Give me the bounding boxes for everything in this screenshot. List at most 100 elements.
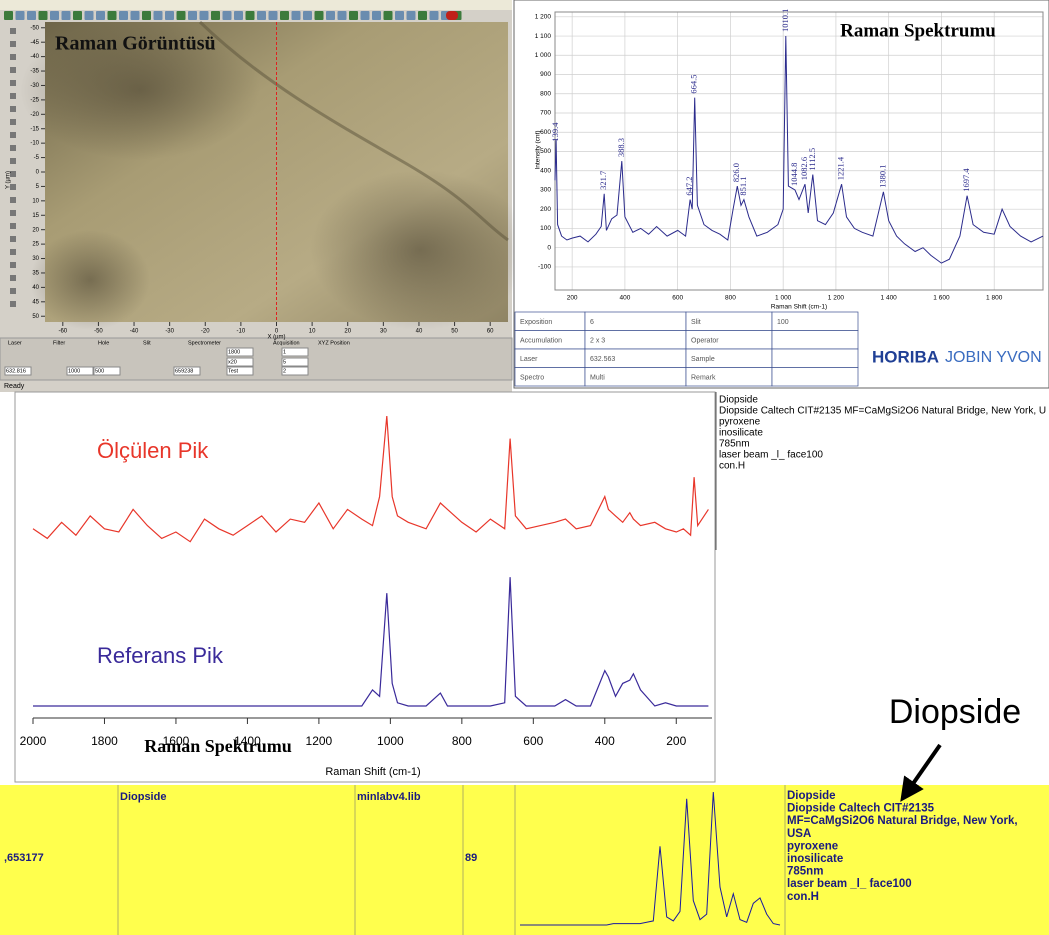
y-tick-label: -10 bbox=[30, 141, 39, 147]
toolbar-button[interactable] bbox=[39, 11, 48, 20]
table-text: Slit bbox=[691, 319, 701, 326]
toolbar-button[interactable] bbox=[27, 11, 36, 20]
toolbar-button[interactable] bbox=[407, 11, 416, 20]
toolbar-button[interactable] bbox=[85, 11, 94, 20]
toolbar-button[interactable] bbox=[395, 11, 404, 20]
y-tick-label: -15 bbox=[30, 126, 39, 132]
toolbar-button[interactable] bbox=[62, 11, 71, 20]
x-tick-label: 1800 bbox=[91, 734, 118, 748]
library-line: laser beam _l_ face100 bbox=[719, 450, 823, 461]
side-tool[interactable] bbox=[10, 275, 16, 281]
library-line: inosilicate bbox=[719, 428, 763, 439]
toolbar-button[interactable] bbox=[154, 11, 163, 20]
toolbar-button[interactable] bbox=[315, 11, 324, 20]
toolbar-button[interactable] bbox=[292, 11, 301, 20]
control-value: x20 bbox=[228, 359, 237, 365]
x-tick-label: 800 bbox=[452, 734, 472, 748]
toolbar-button[interactable] bbox=[73, 11, 82, 20]
control-value: Test bbox=[228, 368, 239, 374]
y-tick-label: 50 bbox=[32, 314, 39, 320]
x-tick-label: 400 bbox=[619, 295, 630, 302]
x-tick-label: 800 bbox=[725, 295, 736, 302]
toolbar-button[interactable] bbox=[16, 11, 25, 20]
side-tool[interactable] bbox=[10, 119, 16, 125]
toolbar-button[interactable] bbox=[165, 11, 174, 20]
toolbar-button[interactable] bbox=[418, 11, 427, 20]
result-cell[interactable]: minlabv4.lib bbox=[357, 791, 421, 803]
toolbar-button[interactable] bbox=[211, 11, 220, 20]
peak-label: 321.7 bbox=[598, 171, 608, 190]
table-text: Sample bbox=[691, 356, 715, 363]
side-tool[interactable] bbox=[10, 249, 16, 255]
y-axis-label: Intensity (cnt) bbox=[535, 130, 542, 169]
control-value: 1 bbox=[283, 349, 286, 355]
toolbar-button[interactable] bbox=[384, 11, 393, 20]
table-text: Accumulation bbox=[520, 337, 562, 344]
side-tool[interactable] bbox=[10, 67, 16, 73]
toolbar-button[interactable] bbox=[96, 11, 105, 20]
side-tool[interactable] bbox=[10, 106, 16, 112]
control-value: 1800 bbox=[228, 349, 240, 355]
library-line: con.H bbox=[719, 461, 745, 472]
x-tick-label: 400 bbox=[595, 734, 615, 748]
toolbar-button[interactable] bbox=[269, 11, 278, 20]
result-description: MF=CaMgSi2O6 Natural Bridge, New York, bbox=[787, 815, 1018, 827]
toolbar-button[interactable] bbox=[361, 11, 370, 20]
peak-label: 1380.1 bbox=[877, 165, 887, 188]
side-tool[interactable] bbox=[10, 236, 16, 242]
side-tool[interactable] bbox=[10, 301, 16, 307]
side-tool[interactable] bbox=[10, 210, 16, 216]
side-tool[interactable] bbox=[10, 28, 16, 34]
toolbar-button[interactable] bbox=[349, 11, 358, 20]
toolbar-button[interactable] bbox=[280, 11, 289, 20]
side-tool[interactable] bbox=[10, 145, 16, 151]
image-title: Raman Görüntüsü bbox=[55, 33, 216, 55]
toolbar-button[interactable] bbox=[50, 11, 59, 20]
control-label: Laser bbox=[8, 340, 22, 346]
side-tool[interactable] bbox=[10, 54, 16, 60]
toolbar-button[interactable] bbox=[246, 11, 255, 20]
result-cell[interactable]: ,653177 bbox=[4, 852, 44, 864]
toolbar-button[interactable] bbox=[257, 11, 266, 20]
toolbar-button[interactable] bbox=[326, 11, 335, 20]
toolbar-button[interactable] bbox=[223, 11, 232, 20]
library-line: pyroxene bbox=[719, 417, 761, 428]
y-tick-label: 0 bbox=[547, 244, 551, 251]
toolbar-button[interactable] bbox=[234, 11, 243, 20]
toolbar-button[interactable] bbox=[430, 11, 439, 20]
table-text: 2 x 3 bbox=[590, 337, 605, 344]
toolbar-button[interactable] bbox=[338, 11, 347, 20]
side-tool[interactable] bbox=[10, 223, 16, 229]
toolbar-button[interactable] bbox=[372, 11, 381, 20]
toolbar-button[interactable] bbox=[188, 11, 197, 20]
toolbar-button[interactable] bbox=[119, 11, 128, 20]
toolbar-button[interactable] bbox=[108, 11, 117, 20]
toolbar-button[interactable] bbox=[303, 11, 312, 20]
table-text: Laser bbox=[520, 356, 538, 363]
side-tool[interactable] bbox=[10, 41, 16, 47]
y-tick-label: 15 bbox=[32, 213, 39, 219]
peak-label: 851.1 bbox=[738, 176, 748, 195]
side-tool[interactable] bbox=[10, 132, 16, 138]
result-cell[interactable]: Diopside bbox=[120, 791, 166, 803]
chart-title: Raman Spektrumu bbox=[840, 20, 996, 41]
side-tool[interactable] bbox=[10, 158, 16, 164]
toolbar-button[interactable] bbox=[177, 11, 186, 20]
x-tick-label: -20 bbox=[201, 329, 210, 335]
series-label: Referans Pik bbox=[97, 643, 224, 668]
y-tick-label: 35 bbox=[32, 271, 39, 277]
side-tool[interactable] bbox=[10, 93, 16, 99]
toolbar-button[interactable] bbox=[4, 11, 13, 20]
series-label: Ölçülen Pik bbox=[97, 438, 209, 463]
toolbar-button[interactable] bbox=[142, 11, 151, 20]
control-label: XYZ Position bbox=[318, 340, 350, 346]
y-tick-label: 45 bbox=[32, 299, 39, 305]
side-tool[interactable] bbox=[10, 80, 16, 86]
toolbar-stop[interactable] bbox=[446, 11, 458, 20]
side-tool[interactable] bbox=[10, 197, 16, 203]
toolbar-button[interactable] bbox=[131, 11, 140, 20]
result-cell[interactable]: 89 bbox=[465, 852, 477, 864]
side-tool[interactable] bbox=[10, 262, 16, 268]
toolbar-button[interactable] bbox=[200, 11, 209, 20]
side-tool[interactable] bbox=[10, 288, 16, 294]
